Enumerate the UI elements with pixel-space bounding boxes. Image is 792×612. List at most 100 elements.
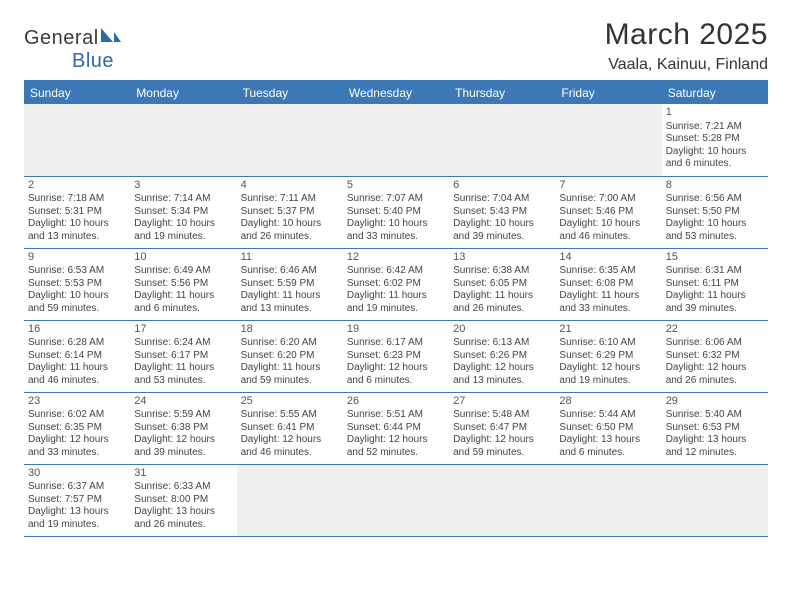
sunset-line: Sunset: 6:05 PM (453, 278, 551, 291)
day-number: 13 (453, 251, 551, 265)
day-number: 16 (28, 323, 126, 337)
sunset-line: Sunset: 6:38 PM (134, 422, 232, 435)
empty-cell (130, 104, 236, 176)
daylight-line: Daylight: 13 hours and 26 minutes. (134, 506, 232, 531)
sunset-line: Sunset: 5:46 PM (559, 206, 657, 219)
weekday-header: Sunday (24, 82, 130, 104)
day-cell: 11Sunrise: 6:46 AMSunset: 5:59 PMDayligh… (237, 248, 343, 320)
calendar-header: SundayMondayTuesdayWednesdayThursdayFrid… (24, 82, 768, 104)
daylight-line: Daylight: 11 hours and 33 minutes. (559, 290, 657, 315)
empty-cell (237, 464, 343, 536)
sunset-line: Sunset: 6:44 PM (347, 422, 445, 435)
day-cell: 29Sunrise: 5:40 AMSunset: 6:53 PMDayligh… (662, 392, 768, 464)
day-cell: 7Sunrise: 7:00 AMSunset: 5:46 PMDaylight… (555, 176, 661, 248)
empty-cell (343, 464, 449, 536)
daylight-line: Daylight: 10 hours and 26 minutes. (241, 218, 339, 243)
sunrise-line: Sunrise: 7:07 AM (347, 193, 445, 206)
sunrise-line: Sunrise: 7:11 AM (241, 193, 339, 206)
sunrise-line: Sunrise: 6:10 AM (559, 337, 657, 350)
sunrise-line: Sunrise: 7:18 AM (28, 193, 126, 206)
sunset-line: Sunset: 6:47 PM (453, 422, 551, 435)
calendar-week: 2Sunrise: 7:18 AMSunset: 5:31 PMDaylight… (24, 176, 768, 248)
day-cell: 22Sunrise: 6:06 AMSunset: 6:32 PMDayligh… (662, 320, 768, 392)
daylight-line: Daylight: 13 hours and 19 minutes. (28, 506, 126, 531)
page-title: March 2025 (605, 18, 768, 52)
day-number: 17 (134, 323, 232, 337)
sunset-line: Sunset: 6:17 PM (134, 350, 232, 363)
sunrise-line: Sunrise: 6:28 AM (28, 337, 126, 350)
daylight-line: Daylight: 12 hours and 19 minutes. (559, 362, 657, 387)
sunrise-line: Sunrise: 7:14 AM (134, 193, 232, 206)
sunrise-line: Sunrise: 6:37 AM (28, 481, 126, 494)
daylight-line: Daylight: 12 hours and 33 minutes. (28, 434, 126, 459)
daylight-line: Daylight: 12 hours and 52 minutes. (347, 434, 445, 459)
sunrise-line: Sunrise: 6:35 AM (559, 265, 657, 278)
day-cell: 18Sunrise: 6:20 AMSunset: 6:20 PMDayligh… (237, 320, 343, 392)
sunset-line: Sunset: 5:40 PM (347, 206, 445, 219)
daylight-line: Daylight: 10 hours and 13 minutes. (28, 218, 126, 243)
day-number: 7 (559, 179, 657, 193)
day-number: 20 (453, 323, 551, 337)
sunrise-line: Sunrise: 5:44 AM (559, 409, 657, 422)
calendar-week: 23Sunrise: 6:02 AMSunset: 6:35 PMDayligh… (24, 392, 768, 464)
calendar-week: 16Sunrise: 6:28 AMSunset: 6:14 PMDayligh… (24, 320, 768, 392)
daylight-line: Daylight: 10 hours and 19 minutes. (134, 218, 232, 243)
sunset-line: Sunset: 6:53 PM (666, 422, 764, 435)
sunset-line: Sunset: 5:43 PM (453, 206, 551, 219)
daylight-line: Daylight: 11 hours and 39 minutes. (666, 290, 764, 315)
empty-cell (555, 464, 661, 536)
day-cell: 13Sunrise: 6:38 AMSunset: 6:05 PMDayligh… (449, 248, 555, 320)
sunrise-line: Sunrise: 7:21 AM (666, 121, 764, 134)
empty-cell (237, 104, 343, 176)
sunset-line: Sunset: 5:53 PM (28, 278, 126, 291)
day-cell: 23Sunrise: 6:02 AMSunset: 6:35 PMDayligh… (24, 392, 130, 464)
weekday-row: SundayMondayTuesdayWednesdayThursdayFrid… (24, 82, 768, 104)
calendar-week: 30Sunrise: 6:37 AMSunset: 7:57 PMDayligh… (24, 464, 768, 536)
sunset-line: Sunset: 6:32 PM (666, 350, 764, 363)
header-row: GeneralBlue March 2025 Vaala, Kainuu, Fi… (24, 18, 768, 80)
sunset-line: Sunset: 6:50 PM (559, 422, 657, 435)
weekday-header: Saturday (662, 82, 768, 104)
sunrise-line: Sunrise: 7:04 AM (453, 193, 551, 206)
sunset-line: Sunset: 5:34 PM (134, 206, 232, 219)
day-number: 18 (241, 323, 339, 337)
day-number: 2 (28, 179, 126, 193)
day-number: 19 (347, 323, 445, 337)
title-block: March 2025 Vaala, Kainuu, Finland (605, 18, 768, 80)
sunset-line: Sunset: 6:11 PM (666, 278, 764, 291)
day-number: 31 (134, 467, 232, 481)
day-number: 11 (241, 251, 339, 265)
sunrise-line: Sunrise: 6:56 AM (666, 193, 764, 206)
calendar-week: 1Sunrise: 7:21 AMSunset: 5:28 PMDaylight… (24, 104, 768, 176)
sunset-line: Sunset: 5:59 PM (241, 278, 339, 291)
day-cell: 20Sunrise: 6:13 AMSunset: 6:26 PMDayligh… (449, 320, 555, 392)
day-number: 10 (134, 251, 232, 265)
daylight-line: Daylight: 12 hours and 59 minutes. (453, 434, 551, 459)
sunrise-line: Sunrise: 6:02 AM (28, 409, 126, 422)
daylight-line: Daylight: 12 hours and 39 minutes. (134, 434, 232, 459)
day-number: 22 (666, 323, 764, 337)
day-cell: 9Sunrise: 6:53 AMSunset: 5:53 PMDaylight… (24, 248, 130, 320)
day-cell: 10Sunrise: 6:49 AMSunset: 5:56 PMDayligh… (130, 248, 236, 320)
daylight-line: Daylight: 11 hours and 46 minutes. (28, 362, 126, 387)
sunrise-line: Sunrise: 5:48 AM (453, 409, 551, 422)
sail-icon (99, 26, 121, 50)
sunset-line: Sunset: 6:08 PM (559, 278, 657, 291)
day-cell: 17Sunrise: 6:24 AMSunset: 6:17 PMDayligh… (130, 320, 236, 392)
day-cell: 6Sunrise: 7:04 AMSunset: 5:43 PMDaylight… (449, 176, 555, 248)
day-cell: 15Sunrise: 6:31 AMSunset: 6:11 PMDayligh… (662, 248, 768, 320)
logo-part2: Blue (72, 50, 114, 72)
sunrise-line: Sunrise: 6:17 AM (347, 337, 445, 350)
daylight-line: Daylight: 10 hours and 39 minutes. (453, 218, 551, 243)
sunrise-line: Sunrise: 6:31 AM (666, 265, 764, 278)
sunset-line: Sunset: 6:20 PM (241, 350, 339, 363)
day-number: 23 (28, 395, 126, 409)
calendar-table: SundayMondayTuesdayWednesdayThursdayFrid… (24, 82, 768, 537)
empty-cell (24, 104, 130, 176)
daylight-line: Daylight: 11 hours and 53 minutes. (134, 362, 232, 387)
daylight-line: Daylight: 12 hours and 26 minutes. (666, 362, 764, 387)
day-cell: 16Sunrise: 6:28 AMSunset: 6:14 PMDayligh… (24, 320, 130, 392)
sunrise-line: Sunrise: 5:51 AM (347, 409, 445, 422)
weekday-header: Thursday (449, 82, 555, 104)
sunrise-line: Sunrise: 5:59 AM (134, 409, 232, 422)
